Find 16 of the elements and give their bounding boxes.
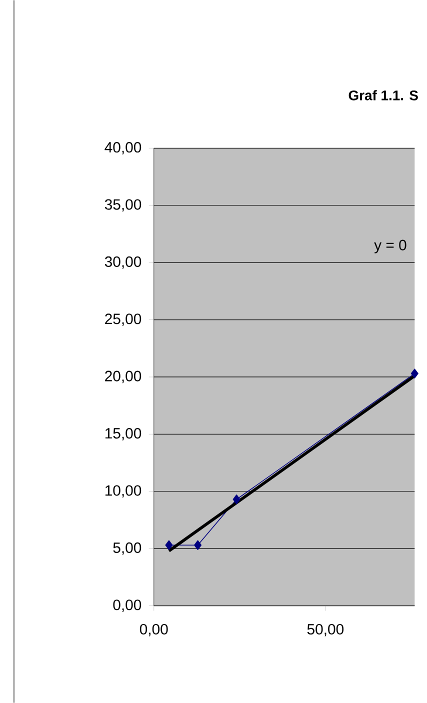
x-tick-label: 50,00 [308, 624, 344, 636]
y-tick-label: 5,00 [113, 542, 142, 555]
y-tick-label: 40,00 [104, 142, 142, 154]
y-tick-label: 35,00 [105, 199, 142, 212]
y-tick-label: 25,00 [105, 314, 142, 326]
y-tick-label: 10,00 [106, 485, 142, 498]
y-tick-label: 0,00 [113, 600, 142, 612]
point [165, 540, 173, 550]
point [232, 494, 240, 504]
y-tick-label: 15,00 [106, 428, 142, 440]
y-tick-label: 20,00 [105, 370, 142, 384]
annotation: y = 0 [374, 240, 406, 254]
chart-title: Graf 1.1. S [348, 90, 418, 100]
point [411, 368, 419, 378]
y-tick-label: 30,00 [105, 256, 142, 269]
point [194, 540, 202, 550]
